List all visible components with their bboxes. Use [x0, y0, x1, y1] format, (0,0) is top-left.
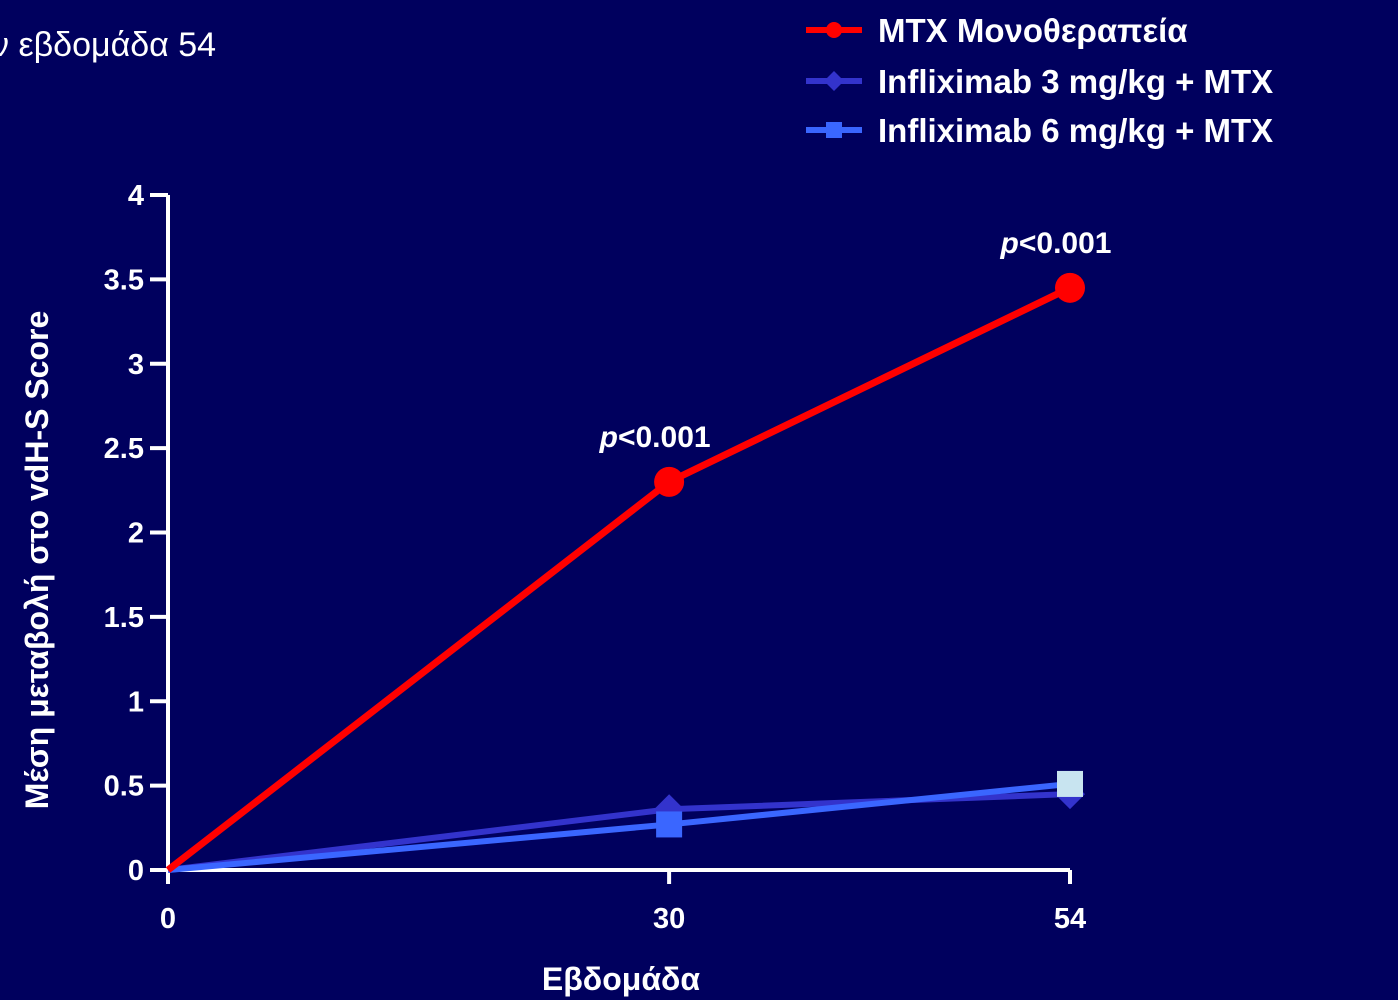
data-point-square	[1057, 770, 1083, 797]
legend-label: Infliximab 3 mg/kg + MTX	[878, 63, 1273, 100]
p-letter: p	[599, 421, 618, 454]
legend-label: Infliximab 6 mg/kg + MTX	[878, 112, 1273, 149]
series-line	[165, 284, 1072, 873]
p-value-text: <0.001	[618, 421, 711, 454]
y-tick-label: 0.5	[104, 771, 144, 803]
y-tick-label: 1	[128, 686, 144, 718]
x-axis-label: Εβδομάδα	[542, 961, 700, 997]
data-point-square	[826, 122, 842, 138]
y-tick-label: 4	[128, 180, 144, 212]
p-value-annotation: p<0.001	[599, 421, 711, 454]
p-letter: p	[1000, 227, 1019, 260]
y-tick-label: 3	[128, 349, 144, 381]
data-point-square	[656, 811, 683, 838]
p-value-text: <0.001	[1019, 227, 1112, 260]
legend-item: MTX Μονοθεραπεία	[806, 12, 1188, 49]
series-circle	[165, 272, 1085, 873]
chart-axes: 0 0.5 1 1.5 2 2.5 3 3.5 4 0 30 54	[104, 180, 1086, 935]
legend-item: Infliximab 6 mg/kg + MTX	[806, 112, 1273, 149]
y-tick-label: 3.5	[104, 264, 144, 296]
chart-legend: MTX Μονοθεραπεία Infliximab 3 mg/kg + MTX…	[806, 12, 1273, 149]
x-tick-label: 0	[160, 903, 176, 935]
x-tick-label: 30	[653, 903, 685, 935]
data-point-circle	[826, 22, 842, 38]
data-point-diamond	[824, 71, 844, 91]
y-tick-label: 0	[128, 855, 144, 887]
y-tick-label: 2.5	[104, 433, 144, 465]
y-tick-label: 2	[128, 518, 144, 550]
series-line	[167, 780, 1071, 873]
x-tick-label: 54	[1054, 903, 1086, 935]
y-tick-label: 1.5	[104, 602, 144, 634]
legend-label: MTX Μονοθεραπεία	[878, 12, 1188, 49]
legend-item: Infliximab 3 mg/kg + MTX	[806, 63, 1273, 100]
chart-series	[165, 272, 1085, 873]
data-point-circle	[1055, 272, 1085, 303]
series-square	[167, 770, 1083, 873]
y-axis-label: Μέση μεταβολή στο vdH-S Score	[19, 311, 55, 810]
p-value-annotation: p<0.001	[1000, 227, 1112, 260]
slide-title-fragment: ν εβδομάδα 54	[0, 26, 216, 64]
data-point-circle	[654, 466, 685, 497]
